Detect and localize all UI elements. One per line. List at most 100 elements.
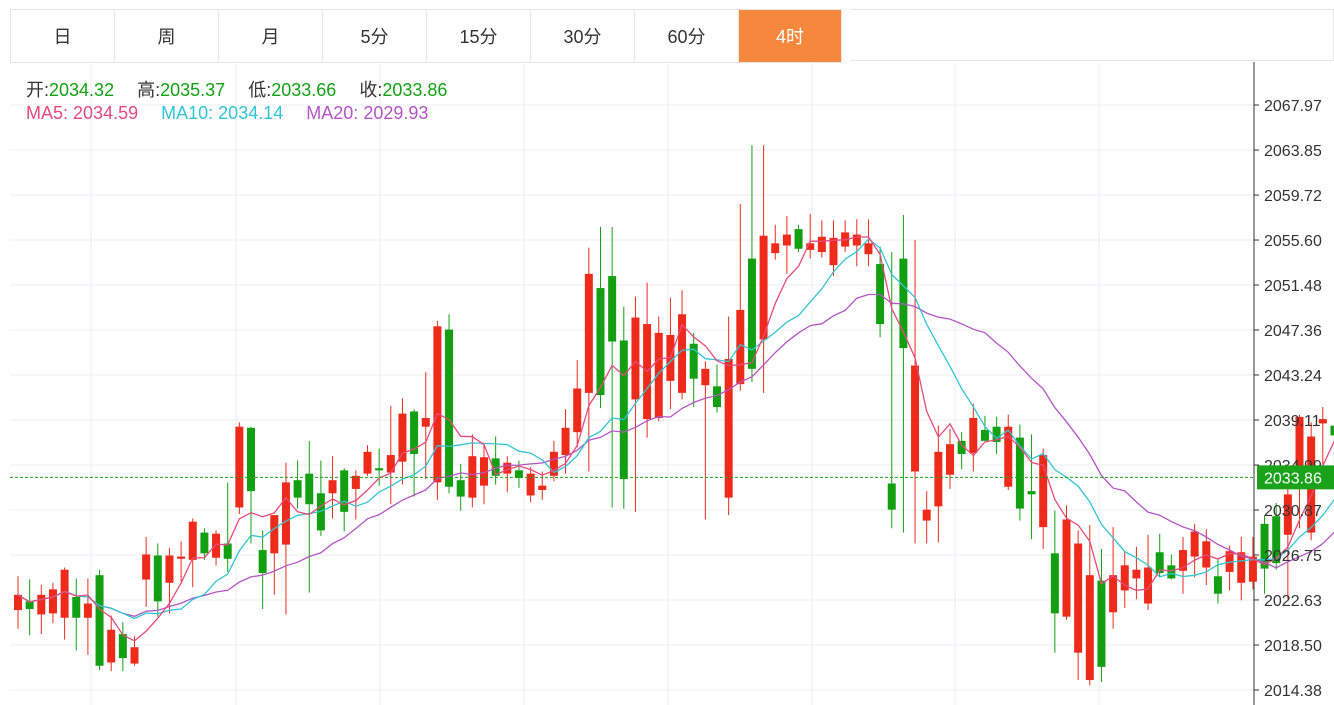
candle-body: [142, 554, 151, 580]
tab-month[interactable]: 月: [218, 10, 322, 62]
candle-body: [1039, 455, 1048, 528]
candle-body: [293, 480, 302, 498]
candle-body: [433, 326, 442, 483]
candle-body: [946, 444, 954, 475]
candle-body: [1272, 516, 1281, 564]
candle-body: [1179, 550, 1187, 571]
candle-body: [1330, 425, 1334, 436]
high-label: 高:: [137, 80, 161, 100]
candle-body: [445, 329, 454, 487]
tab-day[interactable]: 日: [10, 10, 114, 62]
tab-4hour[interactable]: 4时: [738, 10, 842, 62]
candle-body: [934, 451, 943, 507]
ma10-line: [17, 238, 1334, 620]
candle-body: [328, 480, 337, 494]
candle-body: [1225, 551, 1234, 572]
candle-body: [864, 243, 873, 255]
candle-body: [118, 634, 127, 659]
candle-body: [1155, 552, 1164, 573]
candle-body: [1109, 575, 1118, 613]
candle-body: [1283, 494, 1292, 535]
ma10-label: MA10:: [161, 103, 214, 123]
y-tick-label: 2055.60: [1264, 233, 1322, 250]
ma20-line: [17, 293, 1334, 617]
candle-body: [37, 594, 46, 615]
candle-body: [153, 555, 162, 602]
ma5-label: MA5:: [26, 103, 69, 123]
tab-5min[interactable]: 5分: [322, 10, 426, 62]
tab-30min[interactable]: 30分: [530, 10, 634, 62]
y-tick-label: 2067.97: [1264, 98, 1322, 115]
candle-body: [829, 237, 838, 266]
ma5-line: [17, 236, 1334, 642]
candle-body: [14, 594, 22, 611]
candle-body: [701, 368, 710, 386]
candle-body: [1132, 569, 1141, 579]
candle-body: [678, 314, 687, 393]
candle-body: [1167, 565, 1176, 579]
candle-body: [514, 470, 523, 479]
tab-15min[interactable]: 15分: [426, 10, 530, 62]
candle-body: [188, 521, 197, 560]
candle-body: [771, 243, 780, 254]
candle-body: [1050, 553, 1059, 614]
high-value: 2035.37: [160, 80, 226, 100]
candle-body: [584, 273, 593, 393]
candle-body: [177, 556, 186, 559]
ma-readout: MA5: 2034.59 MA10: 2034.14 MA20: 2029.93: [26, 103, 446, 124]
candle-body: [247, 427, 255, 492]
candle-body: [608, 276, 617, 342]
candle-body: [619, 340, 628, 480]
candle-body: [794, 229, 803, 249]
candle-body: [235, 426, 244, 508]
candle-body: [363, 451, 372, 474]
candle-body: [340, 470, 349, 512]
candle-body: [747, 258, 756, 369]
candle-body: [95, 575, 104, 666]
candle-body: [305, 473, 314, 505]
low-value: 2033.66: [271, 80, 337, 100]
candle-body: [130, 647, 139, 664]
candle-body: [538, 485, 547, 491]
candle-body: [1120, 565, 1129, 591]
candle-body: [713, 386, 721, 408]
candle-body: [1062, 519, 1071, 617]
y-tick-label: 2022.63: [1264, 593, 1322, 610]
candle-body: [806, 243, 815, 250]
y-tick-label: 2026.75: [1264, 548, 1322, 565]
candle-body: [60, 569, 69, 618]
y-tick-label: 2039.11: [1264, 413, 1321, 430]
candle-body: [1248, 556, 1257, 582]
candle-body: [724, 359, 733, 498]
candle-body: [957, 440, 966, 454]
candle-body: [410, 411, 419, 454]
candle-body: [1260, 523, 1269, 569]
candle-body: [1097, 580, 1106, 667]
candle-body: [1190, 531, 1199, 557]
candle-body: [1144, 567, 1153, 604]
y-tick-label: 2059.72: [1264, 188, 1322, 205]
tab-60min[interactable]: 60分: [634, 10, 738, 62]
candle-body: [1004, 426, 1013, 487]
candle-body: [503, 462, 512, 474]
candle-body: [456, 480, 465, 497]
ma20-label: MA20:: [306, 103, 359, 123]
candle-body: [654, 332, 663, 418]
candle-body: [72, 596, 81, 618]
candle-body: [736, 309, 745, 385]
candle-body: [526, 473, 535, 496]
y-tick-label: 2051.48: [1264, 278, 1322, 295]
candle-body: [1318, 419, 1327, 424]
candle-body: [281, 482, 290, 545]
candle-body: [200, 532, 209, 554]
tab-week[interactable]: 周: [114, 10, 218, 62]
candle-body: [911, 365, 920, 472]
candle-body: [549, 451, 558, 476]
candle-body: [480, 457, 488, 486]
candle-body: [980, 429, 989, 441]
open-label: 开:: [26, 80, 50, 100]
candle-body: [25, 601, 34, 610]
candle-body: [852, 234, 861, 246]
open-value: 2034.32: [49, 80, 115, 100]
y-tick-label: 2063.85: [1264, 143, 1322, 160]
